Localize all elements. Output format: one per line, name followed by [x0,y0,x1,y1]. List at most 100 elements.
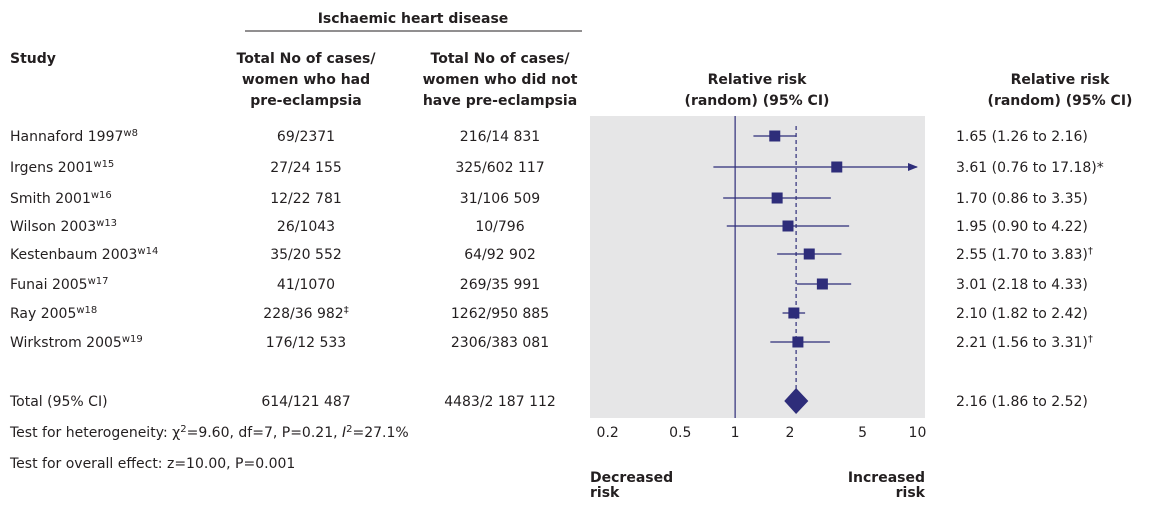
cases-no-part: 269/35 991 [460,277,540,293]
rr-label: 2.55 (1.70 to 3.83)† [956,246,1093,264]
pooled-diamond [784,388,809,414]
rr-label: 2.21 (1.56 to 3.31)† [956,334,1093,352]
study-name-part: Hannaford 1997 [10,129,123,145]
cases-no: 325/602 117 [455,160,544,176]
rr-label-part: † [1088,246,1093,257]
point-estimate [792,336,804,348]
column-header-part: women who had [242,72,370,88]
x-tick-label: 0.5 [669,425,691,441]
cases-no-part: 1262/950 885 [451,306,549,322]
column-header: (random) (95% CI) [988,93,1133,109]
overall-effect: Test for overall effect: z=10.00, P=0.00… [9,456,295,472]
study-name: Kestenbaum 2003w14 [10,246,158,264]
cases-pre-part: 26/1043 [277,219,335,235]
cases-pre-part: 12/22 781 [270,191,342,207]
x-tick-label-part: 1 [731,425,740,441]
column-header-part: (random) (95% CI) [685,93,830,109]
rr-label: 1.70 (0.86 to 3.35) [956,191,1088,207]
study-name: Irgens 2001w15 [10,159,114,177]
point-estimate [816,278,828,290]
cases-pre: 26/1043 [277,219,335,235]
cases-no: 269/35 991 [460,277,540,293]
cases-pre-part: 41/1070 [277,277,335,293]
point-estimate [769,130,781,142]
column-header-part: women who did not [423,72,578,88]
cases-pre: 27/24 155 [270,160,342,176]
rr-label-part: 2.55 (1.70 to 3.83) [956,247,1088,263]
study-name: Ray 2005w18 [10,305,97,323]
rr-label-part: 3.01 (2.18 to 4.33) [956,277,1088,293]
study-name-part: Kestenbaum 2003 [10,247,137,263]
heterogeneity-test: Test for heterogeneity: χ2=9.60, df=7, P… [9,424,409,442]
rr-label-part: 1.65 (1.26 to 2.16) [956,129,1088,145]
point-estimate [788,307,800,319]
study-name: Hannaford 1997w8 [10,128,138,146]
x-tick-label-part: 10 [909,425,927,441]
x-tick-label-part: 0.5 [669,425,691,441]
cases-no: 31/106 509 [460,191,540,207]
study-name-part: Wirkstrom 2005 [10,335,122,351]
column-header: have pre-eclampsia [423,93,577,109]
cases-no-part: 4483/2 187 112 [444,394,556,410]
column-header: women who did not [423,72,578,88]
direction-label: Increased [848,470,925,486]
direction-label-part: Decreased [590,470,673,486]
rr-label-part: 1.95 (0.90 to 4.22) [956,219,1088,235]
study-name-part: Irgens 2001 [10,160,93,176]
rr-label: 2.16 (1.86 to 2.52) [956,394,1088,410]
ci-arrow [908,163,918,171]
cases-no-part: 325/602 117 [455,160,544,176]
study-name-part: Ray 2005 [10,306,76,322]
column-header: Total No of cases/ [237,51,377,67]
study-name-part: w14 [137,246,158,257]
column-header-part: Relative risk [708,72,808,88]
total-name: Total (95% CI) [9,394,108,410]
cases-no: 64/92 902 [464,247,536,263]
direction-label: risk [896,485,926,501]
column-header-part: (random) (95% CI) [988,93,1133,109]
heterogeneity-test-part: 2 [346,424,352,435]
heterogeneity-test-part: I [342,425,346,441]
cases-no: 4483/2 187 112 [444,394,556,410]
cases-pre-part: 35/20 552 [270,247,342,263]
cases-no: 216/14 831 [460,129,540,145]
study-name: Wirkstrom 2005w19 [10,334,143,352]
cases-no-part: 31/106 509 [460,191,540,207]
cases-pre-part: ‡ [344,305,349,316]
x-tick-label: 5 [858,425,867,441]
column-header-part: have pre-eclampsia [423,93,577,109]
study-name-part: w19 [122,334,143,345]
study-name-part: Wilson 2003 [10,219,96,235]
x-tick-label: 0.2 [597,425,619,441]
direction-label-part: risk [590,485,620,501]
x-tick-label-part: 2 [786,425,795,441]
heterogeneity-test-part: =27.1% [353,425,409,441]
cases-pre-part: 176/12 533 [266,335,346,351]
column-header: Total No of cases/ [431,51,571,67]
rr-label-part: 3.61 (0.76 to 17.18)* [956,160,1104,176]
rr-label-part: 1.70 (0.86 to 3.35) [956,191,1088,207]
rr-label-part: 2.16 (1.86 to 2.52) [956,394,1088,410]
column-header-part: Total No of cases/ [431,51,571,67]
study-name-part: w13 [96,218,117,229]
group-title: Ischaemic heart disease [318,11,509,27]
cases-pre: 69/2371 [277,129,335,145]
rr-label-part: † [1088,334,1093,345]
column-header: (random) (95% CI) [685,93,830,109]
heterogeneity-test-part: 2 [180,424,186,435]
heterogeneity-test-part: Test for heterogeneity: [9,425,172,441]
study-name-part: Funai 2005 [10,277,88,293]
study-name-part: w16 [91,190,112,201]
x-tick-label: 2 [786,425,795,441]
cases-pre: 41/1070 [277,277,335,293]
rr-label: 1.95 (0.90 to 4.22) [956,219,1088,235]
point-estimate [771,192,783,204]
study-name-part: Smith 2001 [10,191,91,207]
cases-pre: 176/12 533 [266,335,346,351]
direction-label-part: risk [896,485,926,501]
rr-label-part: 2.21 (1.56 to 3.31) [956,335,1088,351]
rr-label: 3.61 (0.76 to 17.18)* [956,160,1104,176]
study-header: Study [10,51,56,67]
cases-pre: 228/36 982‡ [263,305,348,323]
